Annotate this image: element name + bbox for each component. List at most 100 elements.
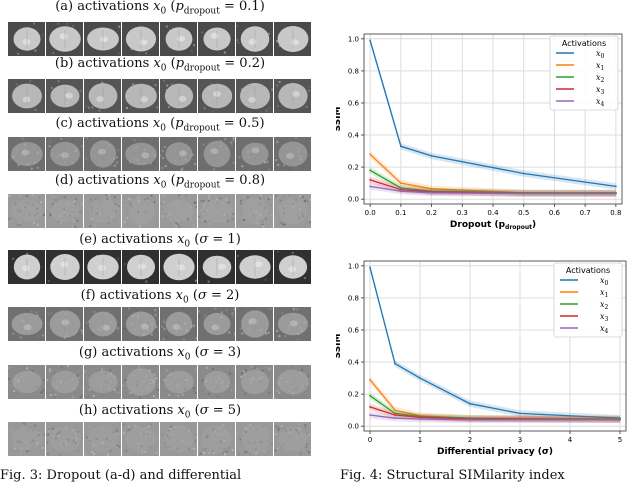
legend-label: x1 — [596, 61, 604, 72]
x-tick-label: 0.5 — [518, 209, 529, 217]
activation-caption: (b) activations x0 (pdropout = 0.2) — [54, 56, 266, 74]
legend-label: x2 — [596, 73, 605, 84]
legend-label: x2 — [600, 300, 609, 311]
brain-slice-image — [84, 365, 121, 399]
y-tick-label: 0.8 — [348, 67, 359, 75]
activation-caption: (a) activations x0 (pdropout = 0.1) — [55, 0, 265, 17]
brain-slice-image — [274, 137, 311, 171]
data-point — [394, 417, 396, 420]
brain-slice-image — [274, 307, 311, 341]
data-point — [369, 394, 371, 397]
data-point — [469, 402, 471, 405]
brain-slice-image — [84, 79, 121, 113]
data-point — [394, 414, 396, 416]
data-point — [419, 418, 421, 420]
x-tick-label: 5 — [618, 436, 622, 444]
activation-caption: (h) activations x0 (σ = 5) — [78, 403, 242, 421]
brain-slice-image — [236, 307, 273, 341]
brain-slice-image — [198, 307, 235, 341]
x-tick-label: 0.7 — [580, 209, 591, 217]
brain-slice-image — [236, 194, 273, 228]
legend-label: x3 — [600, 312, 609, 323]
brain-slice-image — [274, 422, 311, 456]
brain-slice-image — [8, 365, 45, 399]
y-tick-label: 0.4 — [348, 359, 360, 367]
data-point — [369, 414, 371, 416]
brain-slice-image — [84, 137, 121, 171]
brain-slice-image — [122, 250, 159, 284]
brain-slice-image — [46, 22, 83, 56]
x-tick-label: 0.2 — [426, 209, 437, 217]
brain-slice-image — [160, 194, 197, 228]
y-tick-label: 0.0 — [348, 196, 359, 204]
data-point — [369, 406, 371, 408]
data-point — [430, 191, 433, 194]
brain-slice-image — [84, 307, 121, 341]
legend-label: x4 — [596, 97, 605, 108]
activation-strip — [8, 137, 312, 171]
activation-strip — [8, 422, 312, 456]
brain-slice-image — [160, 250, 197, 284]
data-point — [369, 185, 371, 188]
y-tick-label: 0.4 — [348, 132, 360, 140]
data-point — [469, 418, 471, 421]
brain-slice-image — [8, 250, 45, 284]
activation-strip — [8, 194, 312, 228]
data-point — [519, 418, 521, 421]
brain-slice-image — [160, 307, 197, 341]
brain-slice-image — [198, 137, 235, 171]
plot-frame — [363, 33, 623, 205]
activation-caption: (c) activations x0 (pdropout = 0.5) — [55, 116, 265, 134]
data-point — [369, 153, 371, 156]
brain-slice-image — [236, 365, 273, 399]
y-tick-label: 0.6 — [348, 99, 360, 107]
y-tick-label: 1.0 — [348, 262, 359, 270]
brain-slice-image — [8, 22, 45, 56]
data-point — [394, 362, 396, 365]
x-tick-label: 0.4 — [487, 209, 499, 217]
data-point — [400, 190, 402, 193]
activation-strip — [8, 365, 312, 399]
data-point — [619, 418, 621, 421]
brain-slice-image — [236, 22, 273, 56]
series-line — [369, 267, 621, 419]
data-point — [394, 409, 396, 412]
data-point — [522, 192, 525, 195]
x-tick-label: 0.8 — [610, 209, 621, 217]
x-tick-label: 2 — [468, 436, 472, 444]
confidence-band — [370, 167, 616, 196]
ssim-dropout-plot: 0.0 0.1 0.2 0.3 0.4 0.5 0.6 0.7 0.8 0.0 0.2 0.4 0.6 0… — [336, 33, 623, 231]
brain-slice-image — [46, 307, 83, 341]
brain-slice-image — [46, 79, 83, 113]
brain-slice-image — [198, 250, 235, 284]
x-axis-label: Differential privacy (σ) — [437, 447, 553, 457]
activation-caption: (e) activations x0 (σ = 1) — [79, 232, 241, 250]
y-tick-label: 1.0 — [348, 35, 359, 43]
brain-slice-image — [46, 194, 83, 228]
brain-slice-image — [84, 22, 121, 56]
brain-slice-image — [274, 194, 311, 228]
y-tick-label: 0.2 — [348, 164, 359, 172]
brain-slice-image — [160, 137, 197, 171]
brain-slice-image — [160, 22, 197, 56]
brain-slice-image — [122, 22, 159, 56]
data-point — [400, 145, 402, 148]
brain-slice-image — [274, 79, 311, 113]
y-axis-label: SSIM — [336, 334, 343, 359]
brain-slice-image — [46, 137, 83, 171]
brain-slice-image — [122, 137, 159, 171]
ssim-privacy-plot: 0 1 2 3 4 5 0.0 0.2 0.4 0.6 0.8 1.0 SSIM Differential… — [336, 260, 627, 457]
confidence-band — [370, 376, 620, 423]
brain-slice-image — [84, 194, 121, 228]
brain-slice-image — [122, 422, 159, 456]
brain-slice-image — [198, 22, 235, 56]
y-tick-label: 0.2 — [348, 391, 359, 399]
x-tick-label: 0.1 — [395, 209, 406, 217]
brain-slice-image — [84, 250, 121, 284]
data-point — [394, 412, 396, 415]
figure-caption-right: Fig. 4: Structural SIMilarity index — [340, 468, 565, 483]
y-tick-label: 0.6 — [348, 326, 360, 334]
brain-slice-image — [274, 365, 311, 399]
series-line — [369, 414, 620, 421]
activation-strip — [8, 79, 312, 113]
